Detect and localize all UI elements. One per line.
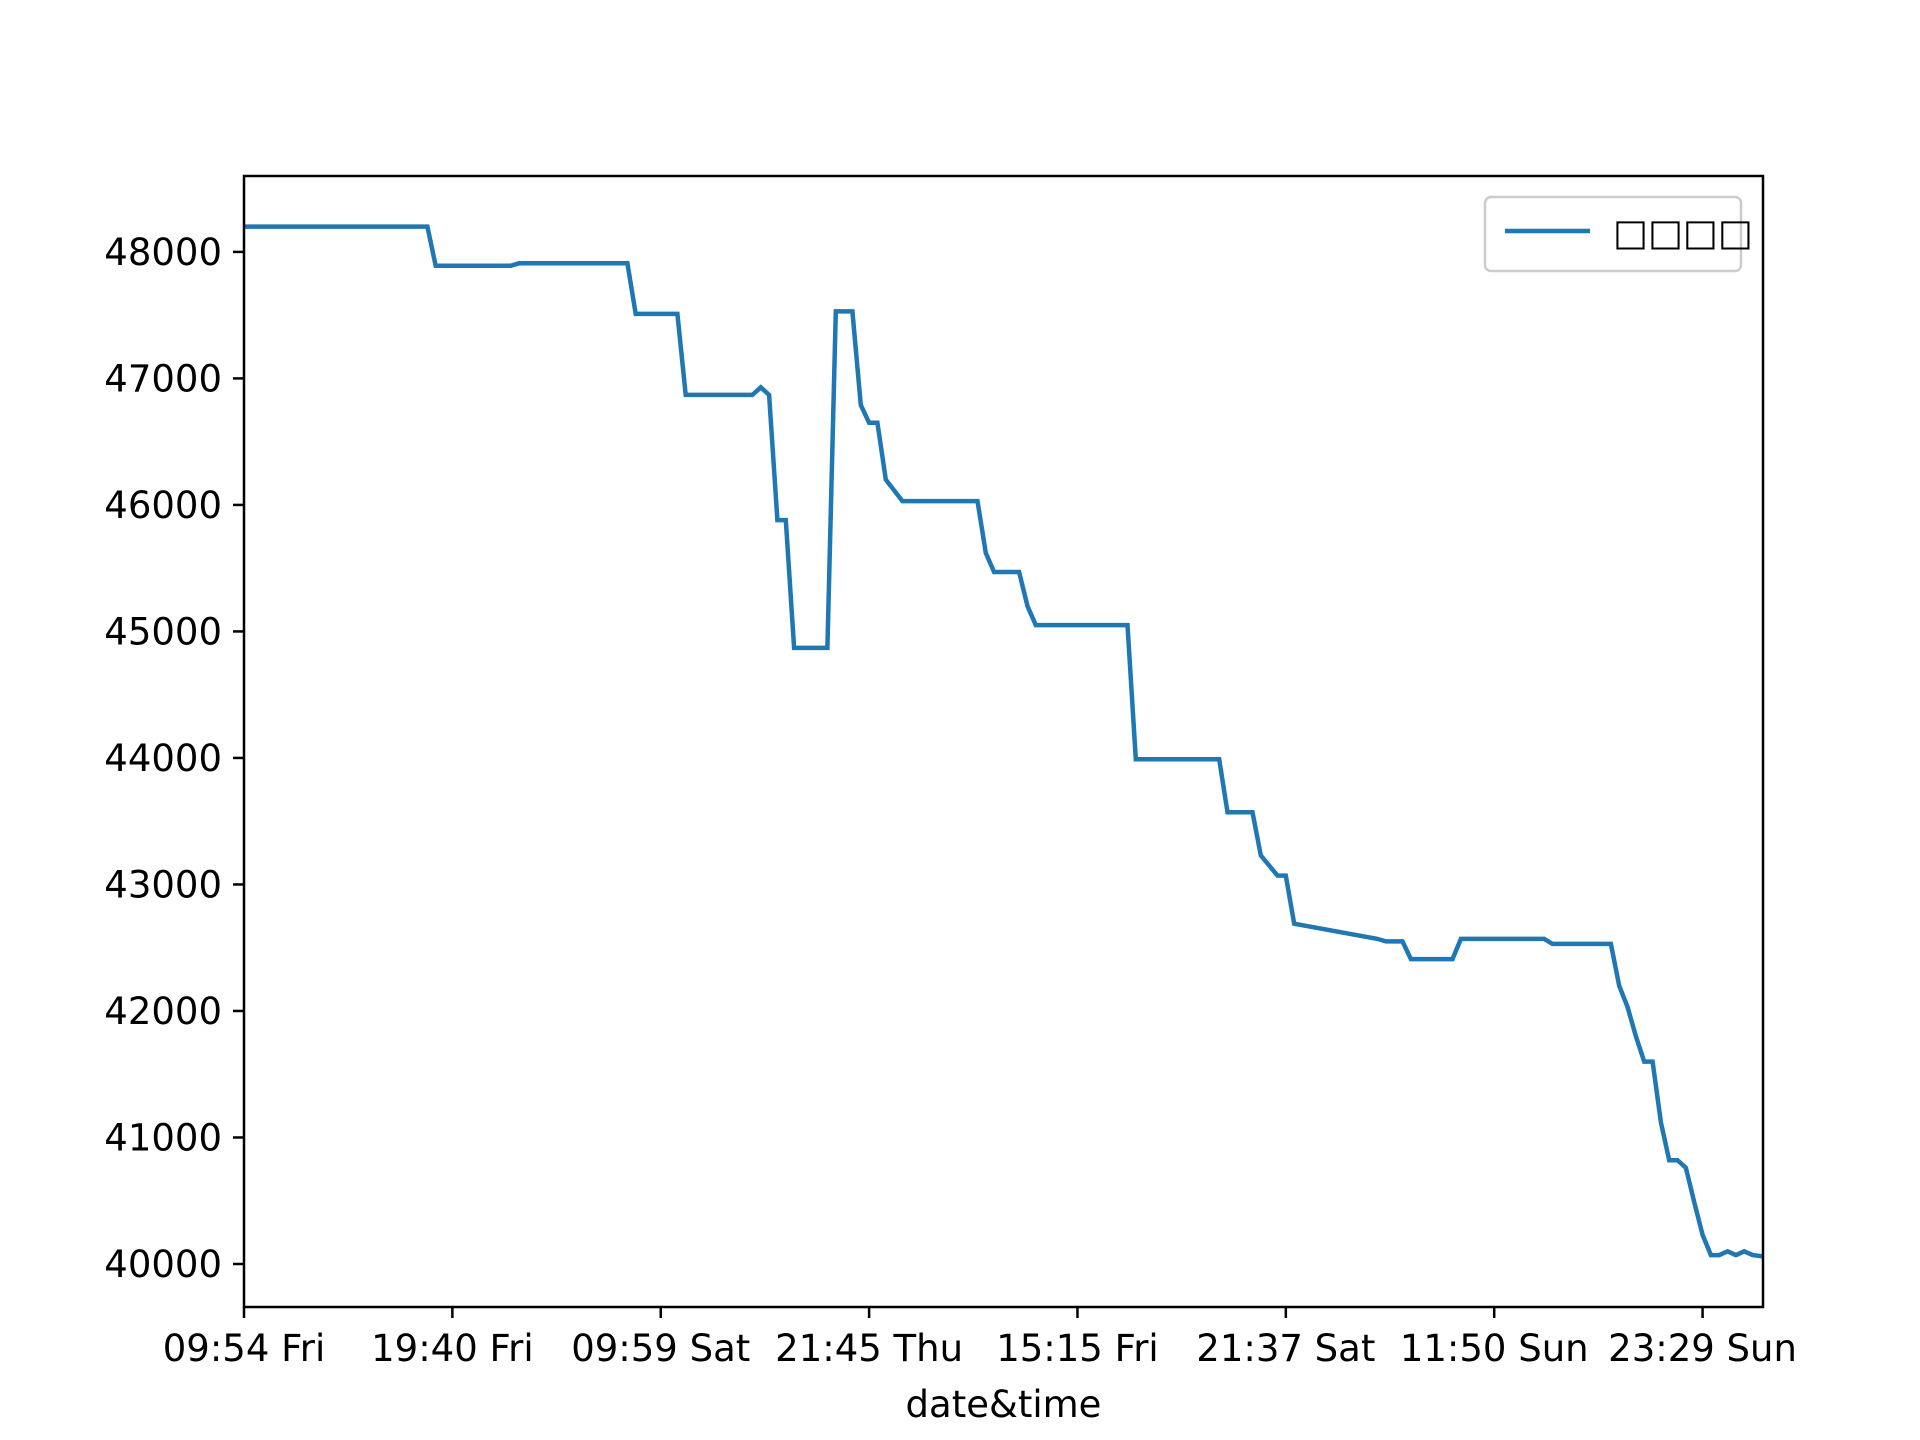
y-tick-label: 42000 bbox=[104, 990, 222, 1033]
y-tick-label: 48000 bbox=[104, 231, 222, 274]
x-axis-title: date&time bbox=[906, 1383, 1102, 1426]
y-tick-label: 41000 bbox=[104, 1116, 222, 1159]
x-tick-label: 15:15 Fri bbox=[996, 1327, 1158, 1370]
x-axis: 09:54 Fri 19:40 Fri 09:59 Sat 21:45 Thu 15:1… bbox=[163, 1307, 1797, 1370]
legend: □□□□ bbox=[1483, 195, 1753, 273]
x-tick-label: 21:37 Sat bbox=[1196, 1327, 1375, 1370]
x-tick-label: 09:54 Fri bbox=[163, 1327, 325, 1370]
series-line-0 bbox=[244, 224, 1764, 1259]
x-tick-label: 19:40 Fri bbox=[371, 1327, 533, 1370]
y-tick-label: 44000 bbox=[104, 737, 222, 780]
legend-box bbox=[1483, 195, 1743, 273]
x-tick-label: 11:50 Sun bbox=[1400, 1327, 1589, 1370]
y-tick-label: 46000 bbox=[104, 484, 222, 527]
y-tick-label: 43000 bbox=[104, 863, 222, 906]
y-axis: 40000 41000 42000 43000 44000 45000 46000 47000… bbox=[104, 231, 244, 1286]
x-tick-label: 09:59 Sat bbox=[571, 1327, 750, 1370]
series-layer bbox=[244, 224, 1764, 1259]
y-tick-label: 47000 bbox=[104, 357, 222, 400]
x-tick-label: 21:45 Thu bbox=[775, 1327, 963, 1370]
plot-frame bbox=[242, 174, 1765, 1309]
y-tick-label: 40000 bbox=[104, 1243, 222, 1286]
x-tick-label: 23:29 Sun bbox=[1608, 1327, 1797, 1370]
legend-label: □□□□ bbox=[1613, 211, 1753, 254]
y-tick-label: 45000 bbox=[104, 610, 222, 653]
